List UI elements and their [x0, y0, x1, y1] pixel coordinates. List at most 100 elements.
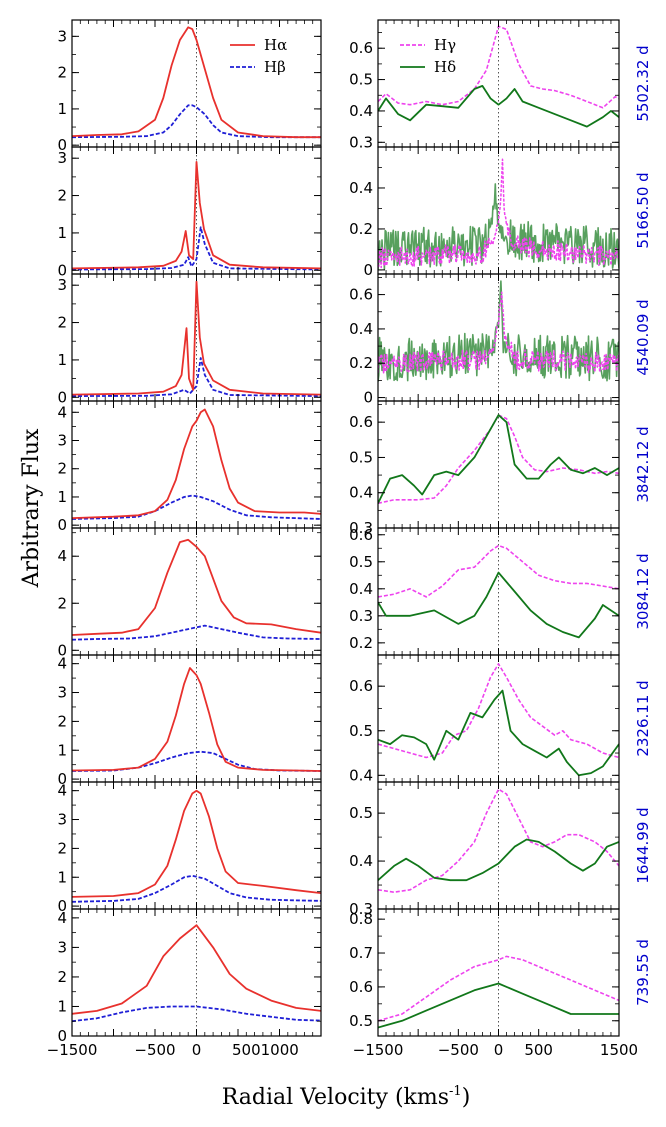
- left-series-group: [72, 667, 321, 772]
- right-panel: 0 0.2 0.4 0.6: [349, 273, 620, 407]
- hdelta-line: [378, 571, 619, 639]
- y-tick-label: 1: [57, 868, 67, 886]
- y-tick-label: 4: [57, 655, 67, 673]
- y-tick-label: 0.2: [349, 220, 373, 238]
- y-tick-label: 0.4: [349, 102, 373, 120]
- y-tick-label: 3: [57, 938, 67, 956]
- y-tick-label: 0.6: [349, 286, 373, 304]
- y-tick-label: 0.7: [349, 944, 373, 962]
- y-tick-label: 3: [57, 27, 67, 45]
- hdelta-line: [378, 982, 619, 1029]
- x-tick-label: −500: [134, 1041, 175, 1059]
- y-tick-label: 0: [57, 261, 67, 279]
- hgamma-line: [378, 663, 619, 759]
- y-tick-label: 1: [57, 100, 67, 118]
- x-axis-title-close: ): [462, 1085, 471, 1110]
- panel-row: 0 1 2 3 4 0.4 0.5 0.6 2326.11 d: [57, 654, 652, 788]
- y-tick-label: 3: [57, 432, 67, 450]
- right-series-group: [378, 280, 619, 382]
- panel-row: 0 1 2 3 0 0.2 0.4 0.6 4540.09 d: [57, 273, 652, 407]
- hdelta-line: [378, 414, 619, 504]
- right-panel-frame: [377, 19, 620, 148]
- y-tick-label: 0.5: [349, 71, 373, 89]
- halpha-line: [72, 667, 321, 772]
- right-panel-frame: [377, 273, 620, 402]
- y-tick-label: 0: [57, 136, 67, 154]
- x-tick-label: 0: [494, 1041, 504, 1059]
- y-tick-label: 1: [57, 351, 67, 369]
- right-panel: 0.3 0.4 0.5 0.6: [349, 400, 620, 537]
- y-axis-title: Arbitrary Flux: [19, 428, 44, 588]
- y-tick-label: 2: [57, 968, 67, 986]
- hbeta-line: [72, 494, 321, 520]
- right-series-group: [378, 955, 619, 1029]
- legend-left: Hα Hβ: [230, 36, 287, 76]
- epoch-label: 5502.32 d: [634, 45, 652, 121]
- epoch-label: 739.55 d: [634, 939, 652, 1006]
- y-tick-label: 0: [363, 261, 373, 279]
- right-series-group: [378, 788, 619, 893]
- x-tick-label: 0: [192, 1041, 202, 1059]
- hdelta-line: [378, 689, 619, 777]
- left-panel: 0 2 4: [57, 527, 322, 659]
- y-tick-label: 3: [57, 684, 67, 702]
- epoch-label: 2326.11 d: [634, 680, 652, 756]
- x-axis-title-sup: -1: [449, 1084, 462, 1099]
- y-tick-label: 1: [57, 224, 67, 242]
- y-tick-label: 0.8: [349, 910, 373, 928]
- y-tick-label: 0.6: [349, 677, 373, 695]
- left-series-group: [72, 538, 321, 641]
- left-panel: 0 1 2 3: [57, 19, 322, 154]
- y-tick-label: 0.6: [349, 978, 373, 996]
- hgamma-line: [378, 544, 619, 598]
- hbeta-line: [72, 104, 321, 139]
- y-tick-label: 2: [57, 187, 67, 205]
- x-tick-label: 1500: [600, 1041, 638, 1059]
- y-tick-label: 4: [57, 909, 67, 927]
- epoch-label: 3842.12 d: [634, 426, 652, 502]
- y-tick-label: 2: [57, 712, 67, 730]
- left-panel: 0 1 2 3 4 −1500 −500 0 5001000: [47, 908, 322, 1059]
- y-tick-label: 0.3: [349, 900, 373, 918]
- y-tick-label: 0.5: [349, 448, 373, 466]
- y-tick-label: 4: [57, 547, 67, 565]
- y-tick-label: 2: [57, 594, 67, 612]
- hgamma-line: [378, 158, 619, 269]
- y-tick-label: 0: [57, 388, 67, 406]
- left-panel: 0 1 2 3: [57, 146, 322, 279]
- y-tick-label: 0: [57, 641, 67, 659]
- y-tick-label: 0.4: [349, 320, 373, 338]
- right-panel-frame: [377, 400, 620, 529]
- legend-label-hgamma: Hγ: [434, 36, 456, 54]
- y-tick-label: 1: [57, 488, 67, 506]
- right-panel: 0.5 0.6 0.7 0.8 −1500 −500 0 500 1500: [349, 908, 638, 1059]
- hgamma-line: [378, 788, 619, 893]
- right-panel: 0.4 0.5 0.6: [349, 654, 620, 784]
- hdelta-line: [378, 85, 619, 128]
- x-axis-title: Radial Velocity (kms-1): [222, 1084, 471, 1110]
- y-tick-label: 0.4: [349, 580, 373, 598]
- y-tick-label: 0.4: [349, 852, 373, 870]
- hgamma-line: [378, 955, 619, 1022]
- left-series-group: [72, 924, 321, 1023]
- hgamma-line: [378, 25, 619, 109]
- halpha-line: [72, 26, 321, 139]
- right-series-group: [378, 158, 619, 271]
- panel-row: 0 1 2 3 4 0.3 0.4 0.5 1644.99 d: [57, 781, 652, 918]
- y-tick-label: 0.6: [349, 413, 373, 431]
- left-panel: 0 1 2 3 4: [57, 654, 322, 788]
- right-series-group: [378, 25, 619, 128]
- halpha-line: [72, 789, 321, 898]
- y-tick-label: 0.6: [349, 526, 373, 544]
- y-tick-label: 2: [57, 314, 67, 332]
- y-tick-label: 2: [57, 64, 67, 82]
- y-tick-label: 0.3: [349, 607, 373, 625]
- hbeta-line: [72, 226, 321, 271]
- y-tick-label: 0.3: [349, 519, 373, 537]
- x-tick-label: −500: [438, 1041, 479, 1059]
- legend-right: Hγ Hδ: [400, 36, 456, 76]
- legend-label-hdelta: Hδ: [434, 58, 456, 76]
- y-tick-label: 0: [57, 1027, 67, 1045]
- halpha-line: [72, 408, 321, 519]
- right-series-group: [378, 414, 619, 505]
